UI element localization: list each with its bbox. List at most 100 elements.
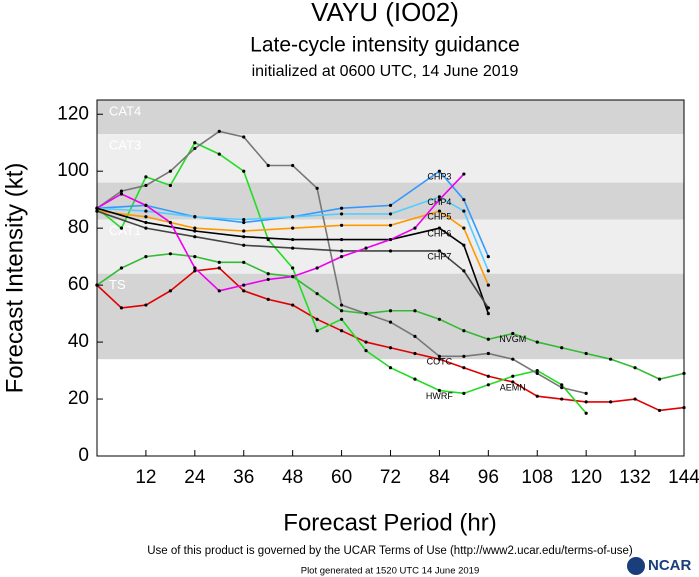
point xyxy=(95,206,99,210)
point xyxy=(291,303,295,307)
point xyxy=(535,368,539,373)
point xyxy=(144,175,148,179)
point xyxy=(584,351,588,356)
point xyxy=(315,329,319,333)
point xyxy=(560,383,564,387)
point xyxy=(193,146,197,151)
point xyxy=(217,266,221,270)
point xyxy=(486,312,490,316)
point xyxy=(560,386,564,390)
point xyxy=(584,400,588,404)
point xyxy=(339,206,344,210)
point xyxy=(217,129,221,133)
point xyxy=(486,306,490,310)
point xyxy=(242,218,246,222)
point xyxy=(657,408,662,413)
point xyxy=(144,203,148,207)
series-label: AEMN xyxy=(500,382,526,392)
point xyxy=(364,349,368,353)
logo: NCAR xyxy=(648,557,691,574)
point xyxy=(315,266,319,270)
band-label: CAT1 xyxy=(109,223,141,238)
series-line xyxy=(96,195,490,272)
point xyxy=(437,195,442,199)
point xyxy=(193,235,197,239)
point xyxy=(462,366,466,370)
x-tick-label: 60 xyxy=(331,467,352,488)
chart-title: VAYU (IO02) xyxy=(311,0,459,27)
point xyxy=(462,354,466,358)
point xyxy=(339,212,344,216)
point xyxy=(242,235,246,239)
series-label: HWRF xyxy=(426,391,453,401)
series-label: CHP3 xyxy=(427,172,451,182)
x-tick-label: 36 xyxy=(233,467,254,488)
point xyxy=(682,405,686,410)
point xyxy=(291,163,295,168)
point xyxy=(144,226,148,230)
point xyxy=(486,337,490,341)
x-tick-label: 12 xyxy=(135,467,156,488)
point xyxy=(266,277,270,282)
point xyxy=(217,289,221,293)
point xyxy=(339,255,344,259)
point xyxy=(584,391,588,395)
point xyxy=(388,223,393,227)
point xyxy=(462,198,466,202)
point xyxy=(486,374,490,378)
point xyxy=(193,255,197,259)
x-tick-label: 96 xyxy=(478,467,499,488)
point xyxy=(364,340,368,344)
series-label: NVGM xyxy=(499,334,526,344)
point xyxy=(266,272,270,276)
point xyxy=(144,303,148,307)
y-tick-label: 40 xyxy=(68,331,89,352)
point xyxy=(413,309,417,313)
point xyxy=(462,391,466,395)
point xyxy=(560,397,564,401)
y-tick-label: 0 xyxy=(78,445,89,466)
point xyxy=(364,312,368,316)
point xyxy=(193,226,197,230)
point xyxy=(633,366,637,370)
point xyxy=(462,269,466,273)
point xyxy=(242,243,246,247)
point xyxy=(168,252,172,256)
category-band xyxy=(97,100,684,135)
point xyxy=(413,377,417,381)
point xyxy=(242,220,246,225)
point xyxy=(119,189,124,193)
y-tick-label: 20 xyxy=(68,388,89,409)
category-band xyxy=(97,273,684,360)
point xyxy=(168,220,172,225)
point xyxy=(437,226,442,230)
point xyxy=(144,209,148,213)
point xyxy=(511,357,515,361)
point xyxy=(462,226,466,230)
x-tick-label: 72 xyxy=(380,467,401,488)
y-tick-label: 120 xyxy=(57,103,89,124)
point xyxy=(291,226,295,230)
point xyxy=(144,255,148,259)
point xyxy=(388,237,393,242)
series-line xyxy=(96,207,490,314)
x-tick-label: 84 xyxy=(429,467,451,488)
point xyxy=(388,346,393,350)
point xyxy=(535,340,539,344)
point xyxy=(144,220,148,225)
category-band xyxy=(97,219,684,274)
band-label: CAT3 xyxy=(109,138,141,153)
series-label: CHP7 xyxy=(427,251,451,261)
point xyxy=(144,183,148,188)
point xyxy=(462,243,466,247)
point xyxy=(657,377,662,381)
point xyxy=(168,169,172,173)
point xyxy=(193,229,197,233)
x-axis-label: Forecast Period (hr) xyxy=(283,509,496,536)
point xyxy=(291,237,295,242)
point xyxy=(315,186,319,190)
point xyxy=(437,388,442,393)
point xyxy=(413,351,417,356)
point xyxy=(437,209,442,213)
